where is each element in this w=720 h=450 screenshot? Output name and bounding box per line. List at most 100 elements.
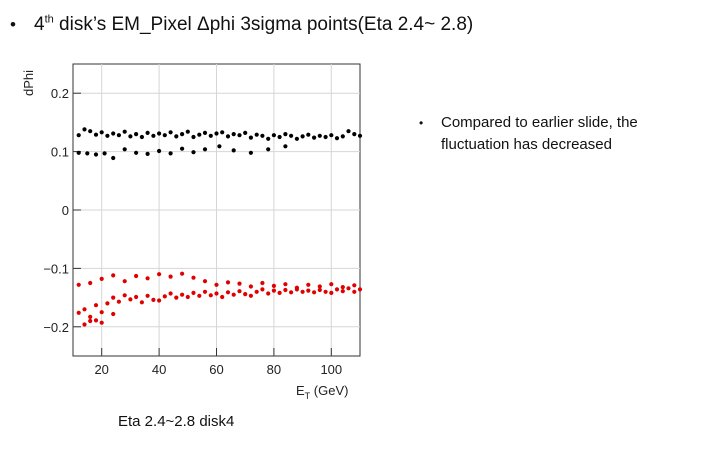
black-data-point: [162, 133, 167, 138]
red-data-point: [93, 318, 99, 323]
red-data-point: [277, 290, 282, 295]
black-data-point: [151, 133, 156, 138]
red-data-point: [105, 301, 110, 306]
black-data-point: [277, 134, 282, 140]
black-data-point: [105, 133, 110, 138]
x-tick-label: 80: [267, 362, 281, 377]
red-data-point: [312, 290, 317, 295]
black-data-point: [217, 144, 222, 149]
red-data-point: [352, 283, 357, 288]
note-text: Compared to earlier slide, the fluctuati…: [441, 114, 638, 153]
black-data-point: [134, 150, 139, 155]
black-data-point: [122, 129, 127, 134]
black-data-point: [283, 132, 288, 137]
data-points: [76, 127, 363, 327]
y-tick-label: 0: [62, 203, 69, 218]
red-data-point: [191, 290, 196, 295]
black-data-point: [111, 131, 116, 136]
x-axis-label-unit: (GeV): [310, 383, 348, 398]
black-data-point: [237, 133, 242, 138]
black-data-point: [128, 134, 133, 139]
red-data-point: [157, 272, 162, 277]
red-data-point: [271, 288, 276, 293]
black-data-point: [191, 134, 196, 140]
black-data-point: [340, 134, 345, 139]
black-data-point: [139, 134, 144, 140]
red-data-point: [237, 289, 242, 294]
red-data-point: [134, 294, 139, 300]
black-data-point: [111, 155, 116, 161]
black-data-point: [220, 130, 225, 135]
black-data-point: [231, 148, 236, 153]
black-data-point: [185, 129, 190, 134]
black-data-point: [225, 134, 231, 139]
black-data-point: [102, 151, 107, 156]
red-data-point: [151, 297, 156, 302]
note-bullet-icon: •: [419, 116, 424, 130]
black-data-point: [346, 129, 351, 134]
black-data-point: [248, 135, 253, 140]
title-text: disk’s EM_Pixel Δphi 3sigma points(Eta 2…: [53, 14, 474, 35]
black-data-point: [93, 152, 99, 157]
red-data-point: [93, 303, 99, 308]
red-data-point: [225, 290, 231, 295]
red-data-point: [271, 283, 276, 288]
black-data-point: [76, 150, 81, 155]
red-data-point: [145, 293, 150, 298]
red-data-point: [260, 280, 265, 286]
red-data-point: [225, 280, 231, 285]
y-tick-label: 0.2: [51, 86, 69, 101]
red-data-point: [180, 292, 185, 297]
black-data-point: [243, 130, 248, 135]
black-data-point: [271, 133, 276, 138]
red-data-point: [174, 295, 179, 300]
black-data-point: [266, 136, 271, 141]
black-data-point: [99, 130, 104, 135]
red-data-point: [283, 282, 288, 287]
red-data-point: [180, 271, 185, 276]
black-data-point: [294, 136, 299, 141]
black-data-point: [214, 131, 219, 136]
red-data-point: [214, 282, 219, 287]
black-data-point: [157, 148, 162, 154]
red-data-point: [134, 273, 139, 279]
black-data-point: [357, 133, 363, 138]
black-data-point: [334, 136, 340, 141]
black-data-point: [145, 151, 150, 156]
red-data-point: [317, 287, 322, 293]
y-tick-label: −0.2: [43, 320, 69, 335]
red-data-point: [111, 311, 116, 317]
red-data-point: [220, 294, 225, 300]
red-data-point: [82, 322, 87, 327]
red-data-point: [197, 293, 202, 298]
red-data-point: [357, 287, 363, 292]
chart-caption: Eta 2.4~2.8 disk4: [118, 413, 235, 430]
x-axis-label: ET (GeV): [296, 383, 348, 401]
black-data-point: [329, 133, 334, 138]
red-data-point: [289, 290, 294, 295]
black-data-point: [93, 132, 99, 137]
black-data-point: [197, 132, 202, 137]
black-data-point: [157, 131, 162, 136]
red-data-point: [334, 287, 340, 292]
red-data-point: [329, 290, 334, 295]
red-data-point: [208, 293, 213, 298]
red-data-point: [248, 284, 253, 289]
red-data-point: [162, 294, 167, 299]
black-data-point: [254, 132, 259, 137]
red-data-point: [111, 273, 116, 278]
y-tick-label: 0.1: [51, 145, 69, 160]
red-data-point: [99, 276, 104, 281]
black-data-point: [300, 134, 305, 139]
red-data-point: [145, 276, 150, 281]
red-data-point: [202, 289, 208, 294]
black-data-point: [231, 132, 236, 137]
red-data-point: [231, 292, 236, 297]
red-data-point: [306, 288, 311, 293]
red-data-point: [88, 318, 93, 324]
red-data-point: [122, 279, 127, 284]
black-data-point: [116, 133, 121, 138]
black-data-point: [312, 135, 317, 140]
